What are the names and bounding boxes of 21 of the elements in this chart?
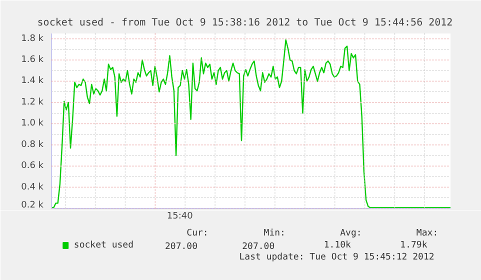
y-tick-label: 0.4 k <box>21 182 44 192</box>
y-tick-label: 1.4 k <box>21 76 44 86</box>
text: 207.00 <box>164 242 198 252</box>
text: Min: <box>264 228 286 238</box>
text: 15:40 <box>166 212 194 222</box>
y-tick-label: 1.2 k <box>21 97 44 108</box>
y-tick-label: 0.6 k <box>21 161 44 172</box>
y-tick-label: 0.8 k <box>21 140 44 150</box>
y-tick-label: 1.0 k <box>21 118 44 129</box>
legend-label: socket used <box>74 240 134 250</box>
text: 1.10k <box>324 240 352 250</box>
text: Cur: <box>186 228 208 238</box>
y-tick-label: 1.8 k <box>21 34 44 44</box>
y-tick-label: 1.6 k <box>21 55 44 66</box>
text: Max: <box>416 228 438 238</box>
y-tick-label: 0.2 k <box>21 200 44 210</box>
text: 207.00 <box>242 242 275 252</box>
text: Last update: Tue Oct 9 15:45:12 2012 <box>239 252 434 262</box>
chart-title: socket used - from Tue Oct 9 15:38:16 2012 to Tue Oct 9 15:44:56 2012 <box>37 18 453 28</box>
text: 1.79k <box>400 240 428 250</box>
text: Avg: <box>340 228 362 238</box>
